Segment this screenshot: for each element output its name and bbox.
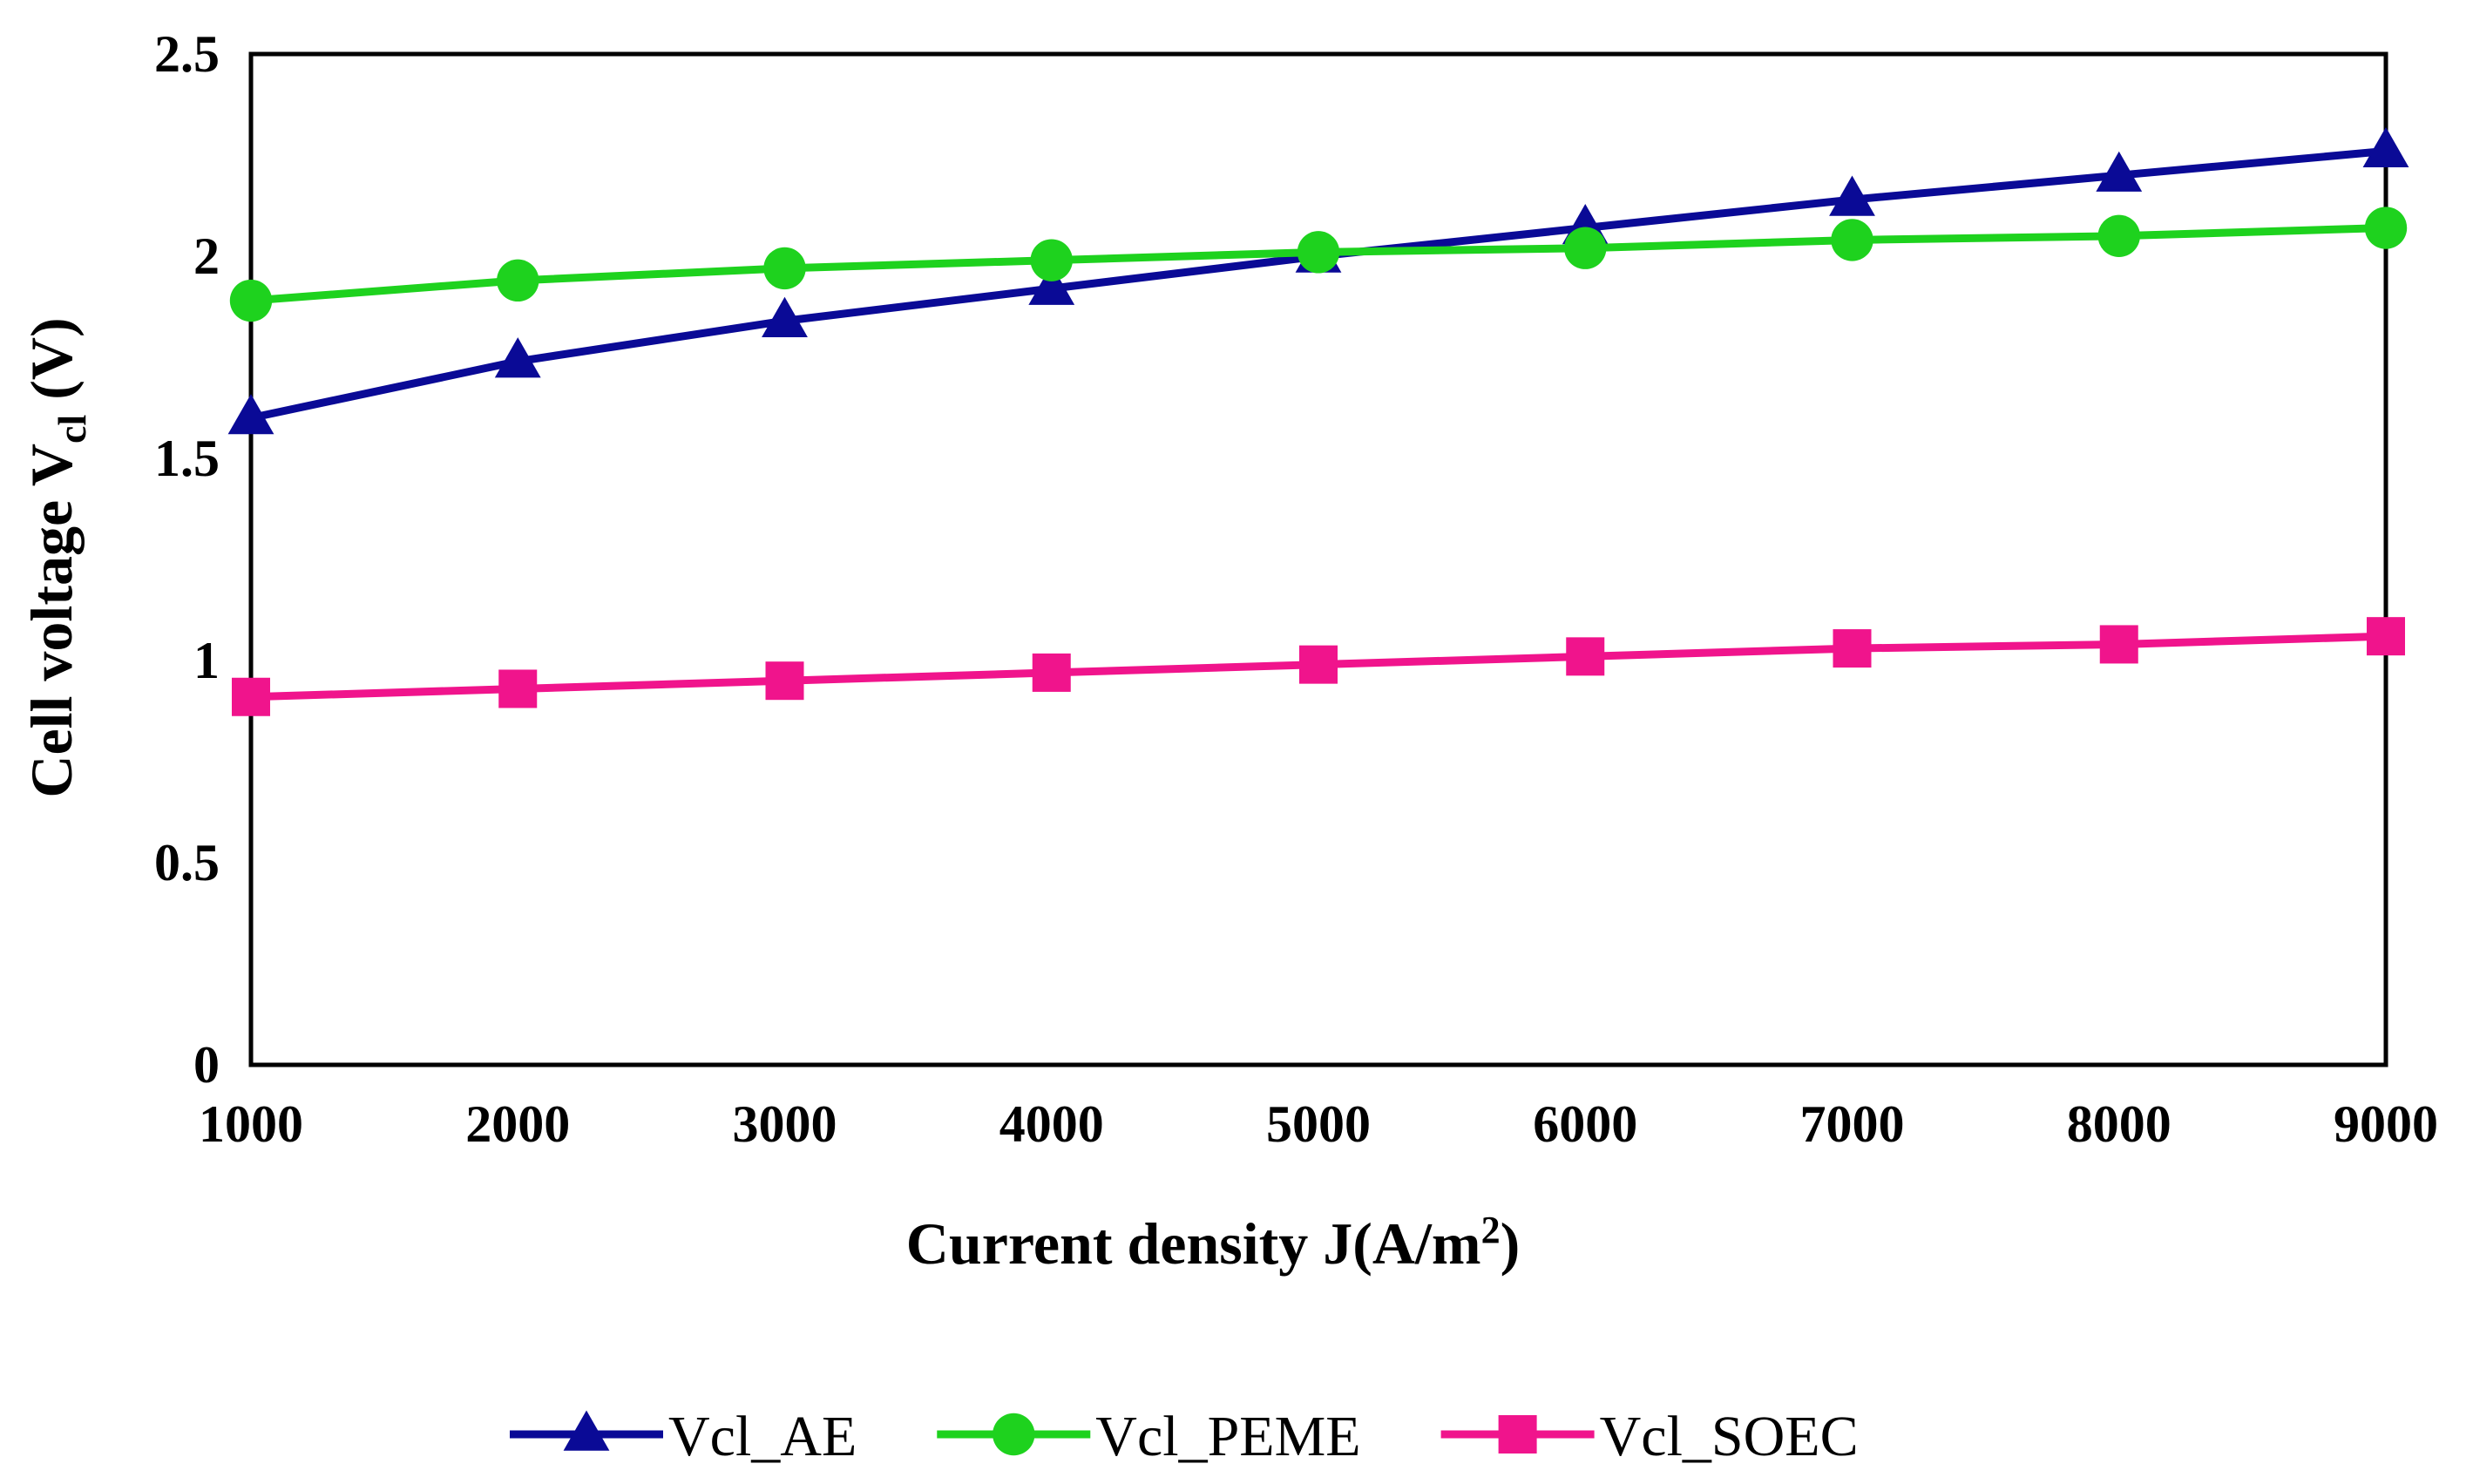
y-axis-title: Cell voltage Vcl (V) [18,317,94,797]
data-point-vcl-soec [1032,653,1071,692]
tick-layer: 1000 2000 3000 4000 5000 6000 7000 8000 9000 0 0.5… [154,25,2438,1153]
x-axis-title-superscript: 2 [1481,1209,1501,1251]
legend: Vcl_AE Vcl_PEME Vcl_SOEC [510,1405,1859,1468]
data-point-vcl-ae [2096,151,2143,192]
data-point-vcl-soec [765,661,804,701]
x-tick-label: 3000 [733,1095,837,1153]
x-tick-label: 8000 [2067,1095,2171,1153]
x-tick-label: 2000 [465,1095,570,1153]
legend-swatch-marker [563,1410,610,1451]
x-tick-label: 5000 [1266,1095,1371,1153]
data-point-vcl-peme [497,259,539,302]
legend-label: Vcl_PEME [1095,1405,1360,1468]
y-tick-label: 0.5 [154,834,220,891]
x-axis-title: Current density J(A/m2) [906,1209,1520,1277]
x-tick-label: 1000 [199,1095,303,1153]
y-tick-label: 0 [193,1036,220,1094]
legend-label: Vcl_SOEC [1600,1405,1859,1468]
x-tick-label: 4000 [999,1095,1104,1153]
x-tick-label: 7000 [1800,1095,1905,1153]
series-layer [227,126,2409,716]
series-line-vcl-ae [250,146,2387,423]
y-tick-label: 1 [193,632,220,689]
legend-swatch-marker [993,1413,1035,1456]
legend-item-vcl-soec: Vcl_SOEC [1440,1405,1859,1468]
data-point-vcl-peme [2097,214,2140,257]
data-point-vcl-peme [2364,207,2408,249]
data-point-vcl-soec [498,669,538,708]
data-point-vcl-ae [494,337,541,378]
y-axis-title-subscript: cl [50,415,94,444]
data-point-vcl-peme [229,279,273,322]
series-vcl-peme [229,207,2408,322]
data-point-vcl-soec [1833,629,1872,668]
data-point-vcl-soec [232,677,270,716]
data-point-vcl-ae [227,394,274,435]
x-tick-label: 9000 [2334,1095,2438,1153]
data-point-vcl-peme [1564,227,1607,269]
data-point-vcl-soec [2099,625,2138,664]
data-point-vcl-soec [1566,637,1605,676]
y-tick-label: 2.5 [154,25,220,83]
legend-label: Vcl_AE [668,1405,857,1468]
x-tick-label: 6000 [1533,1095,1637,1153]
data-point-vcl-ae [1829,175,1875,216]
data-point-vcl-peme [1831,219,1873,261]
legend-swatch-marker [1498,1415,1537,1454]
plot-area [248,51,2388,1067]
data-point-vcl-soec [2367,617,2405,656]
data-point-vcl-ae [2362,126,2409,168]
series-vcl-soec [232,617,2405,716]
y-tick-label: 2 [193,227,220,285]
data-point-vcl-peme [763,247,806,290]
data-point-vcl-peme [1297,231,1340,274]
legend-item-vcl-peme: Vcl_PEME [937,1405,1361,1468]
legend-item-vcl-ae: Vcl_AE [510,1405,857,1468]
data-point-vcl-soec [1299,645,1338,684]
y-tick-label: 1.5 [154,430,220,487]
data-point-vcl-peme [1030,239,1073,281]
data-point-vcl-ae [762,296,808,337]
data-point-vcl-ae [1028,264,1075,305]
